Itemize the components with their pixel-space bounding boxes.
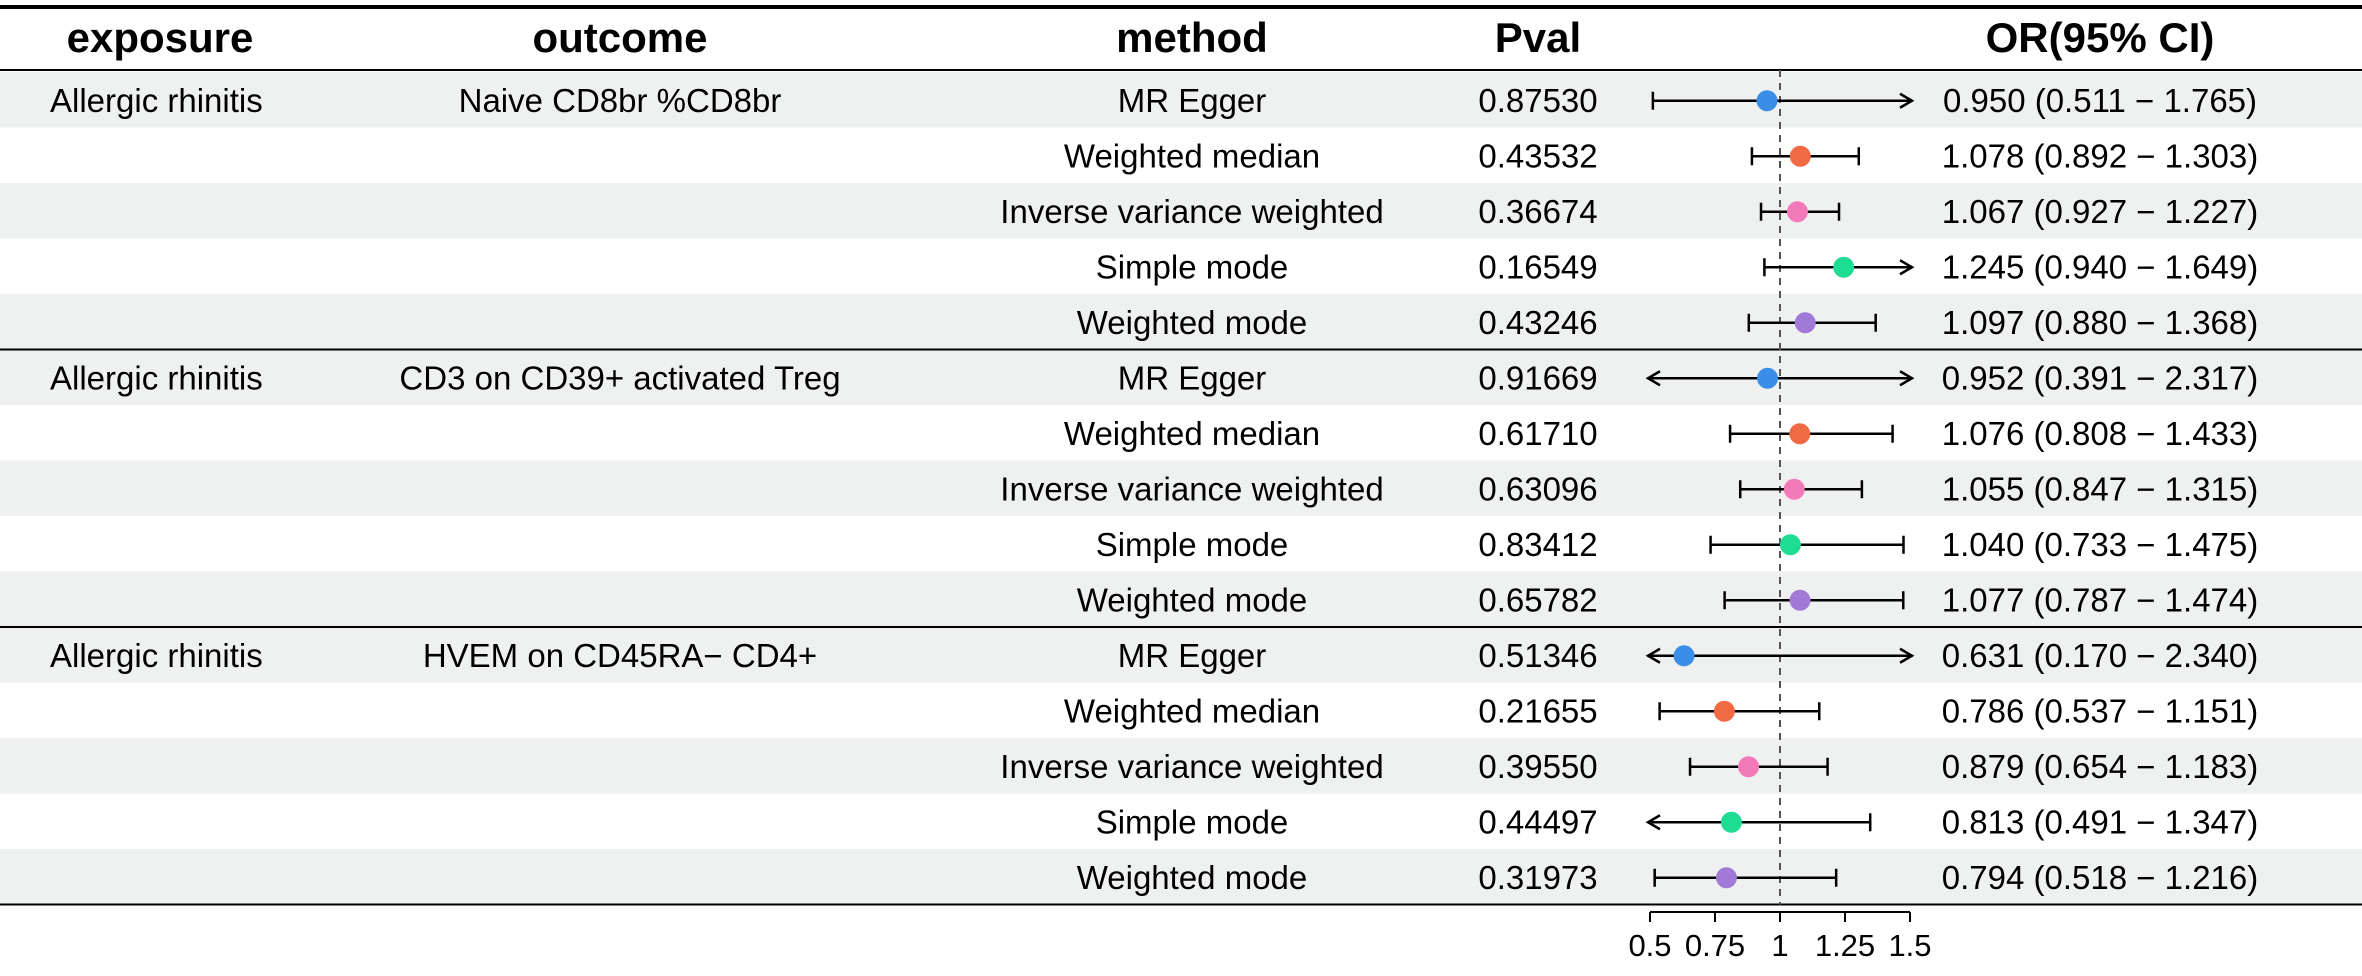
header-outcome: outcome	[532, 14, 707, 61]
header-pval: Pval	[1495, 14, 1581, 61]
pval-value: 0.87530	[1478, 82, 1597, 119]
pval-value: 0.43532	[1478, 137, 1597, 174]
or-ci-text: 0.794 (0.518 − 1.216)	[1942, 859, 2259, 896]
pval-value: 0.44497	[1478, 803, 1597, 840]
pval-value: 0.83412	[1478, 526, 1597, 563]
row-shading	[0, 738, 2362, 794]
method-label: MR Egger	[1118, 359, 1267, 396]
pval-value: 0.21655	[1478, 692, 1597, 729]
or-point	[1738, 756, 1760, 778]
or-ci-text: 1.040 (0.733 − 1.475)	[1942, 526, 2259, 563]
method-label: Weighted median	[1064, 692, 1320, 729]
row-shading	[0, 627, 2362, 683]
pval-value: 0.36674	[1478, 193, 1597, 230]
pval-value: 0.31973	[1478, 859, 1597, 896]
x-tick-label: 1.25	[1815, 928, 1875, 963]
or-point	[1789, 589, 1811, 611]
or-ci-text: 1.245 (0.940 − 1.649)	[1942, 248, 2259, 285]
or-point	[1786, 201, 1808, 223]
pval-value: 0.43246	[1478, 304, 1597, 341]
method-label: Inverse variance weighted	[1000, 748, 1383, 785]
or-ci-text: 0.950 (0.511 − 1.765)	[1943, 82, 2257, 119]
ci-arrow	[1645, 647, 1661, 664]
method-label: Inverse variance weighted	[1000, 470, 1383, 507]
ci-arrow	[1899, 259, 1915, 276]
or-ci-text: 1.055 (0.847 − 1.315)	[1942, 470, 2259, 507]
method-label: Weighted mode	[1077, 859, 1308, 896]
ci-arrow	[1899, 647, 1915, 664]
or-ci-text: 1.078 (0.892 − 1.303)	[1942, 137, 2259, 174]
ci-arrow	[1645, 370, 1661, 387]
or-point	[1833, 256, 1855, 278]
or-point	[1783, 478, 1805, 500]
method-label: MR Egger	[1118, 637, 1267, 674]
exposure-label: Allergic rhinitis	[50, 359, 263, 396]
ci-arrow	[1645, 814, 1661, 831]
ci-arrow	[1899, 92, 1915, 109]
exposure-label: Allergic rhinitis	[50, 82, 263, 119]
or-point	[1720, 811, 1742, 833]
method-label: Weighted median	[1064, 137, 1320, 174]
ci-arrow	[1899, 370, 1915, 387]
row-shading	[0, 571, 2362, 627]
method-label: Simple mode	[1096, 526, 1289, 563]
pval-value: 0.91669	[1478, 359, 1597, 396]
or-point	[1715, 867, 1737, 889]
or-ci-text: 1.067 (0.927 − 1.227)	[1942, 193, 2259, 230]
pval-value: 0.63096	[1478, 470, 1597, 507]
header-or: OR(95% CI)	[1986, 14, 2215, 61]
or-point	[1794, 312, 1816, 334]
or-point	[1713, 700, 1735, 722]
outcome-label: HVEM on CD45RA− CD4+	[423, 637, 817, 674]
row-shading	[0, 849, 2362, 905]
method-label: Simple mode	[1096, 248, 1289, 285]
method-label: Simple mode	[1096, 803, 1289, 840]
or-point	[1779, 534, 1801, 556]
method-label: Inverse variance weighted	[1000, 193, 1383, 230]
or-point	[1673, 645, 1695, 667]
exposure-label: Allergic rhinitis	[50, 637, 263, 674]
or-point	[1789, 145, 1811, 167]
row-shading	[0, 72, 2362, 128]
x-tick-label: 0.75	[1685, 928, 1745, 963]
or-ci-text: 0.631 (0.170 − 2.340)	[1942, 637, 2259, 674]
or-ci-text: 0.952 (0.391 − 2.317)	[1942, 359, 2259, 396]
row-shading	[0, 349, 2362, 405]
row-shading	[0, 183, 2362, 239]
or-ci-text: 1.077 (0.787 − 1.474)	[1942, 581, 2259, 618]
outcome-label: CD3 on CD39+ activated Treg	[399, 359, 840, 396]
method-label: Weighted mode	[1077, 304, 1308, 341]
method-label: MR Egger	[1118, 82, 1267, 119]
pval-value: 0.39550	[1478, 748, 1597, 785]
row-shading	[0, 294, 2362, 350]
header-method: method	[1116, 14, 1268, 61]
method-label: Weighted median	[1064, 415, 1320, 452]
or-ci-text: 0.786 (0.537 − 1.151)	[1942, 692, 2259, 729]
pval-value: 0.16549	[1478, 248, 1597, 285]
x-tick-label: 0.5	[1628, 928, 1671, 963]
or-ci-text: 1.076 (0.808 − 1.433)	[1942, 415, 2259, 452]
x-tick-label: 1	[1771, 928, 1788, 963]
row-shading	[0, 460, 2362, 516]
pval-value: 0.51346	[1478, 637, 1597, 674]
x-tick-label: 1.5	[1888, 928, 1931, 963]
or-ci-text: 1.097 (0.880 − 1.368)	[1942, 304, 2259, 341]
or-ci-text: 0.813 (0.491 − 1.347)	[1942, 803, 2259, 840]
method-label: Weighted mode	[1077, 581, 1308, 618]
pval-value: 0.61710	[1478, 415, 1597, 452]
pval-value: 0.65782	[1478, 581, 1597, 618]
or-ci-text: 0.879 (0.654 − 1.183)	[1942, 748, 2259, 785]
or-point	[1757, 367, 1779, 389]
or-point	[1756, 90, 1778, 112]
or-point	[1789, 423, 1811, 445]
outcome-label: Naive CD8br %CD8br	[459, 82, 782, 119]
header-exposure: exposure	[67, 14, 254, 61]
